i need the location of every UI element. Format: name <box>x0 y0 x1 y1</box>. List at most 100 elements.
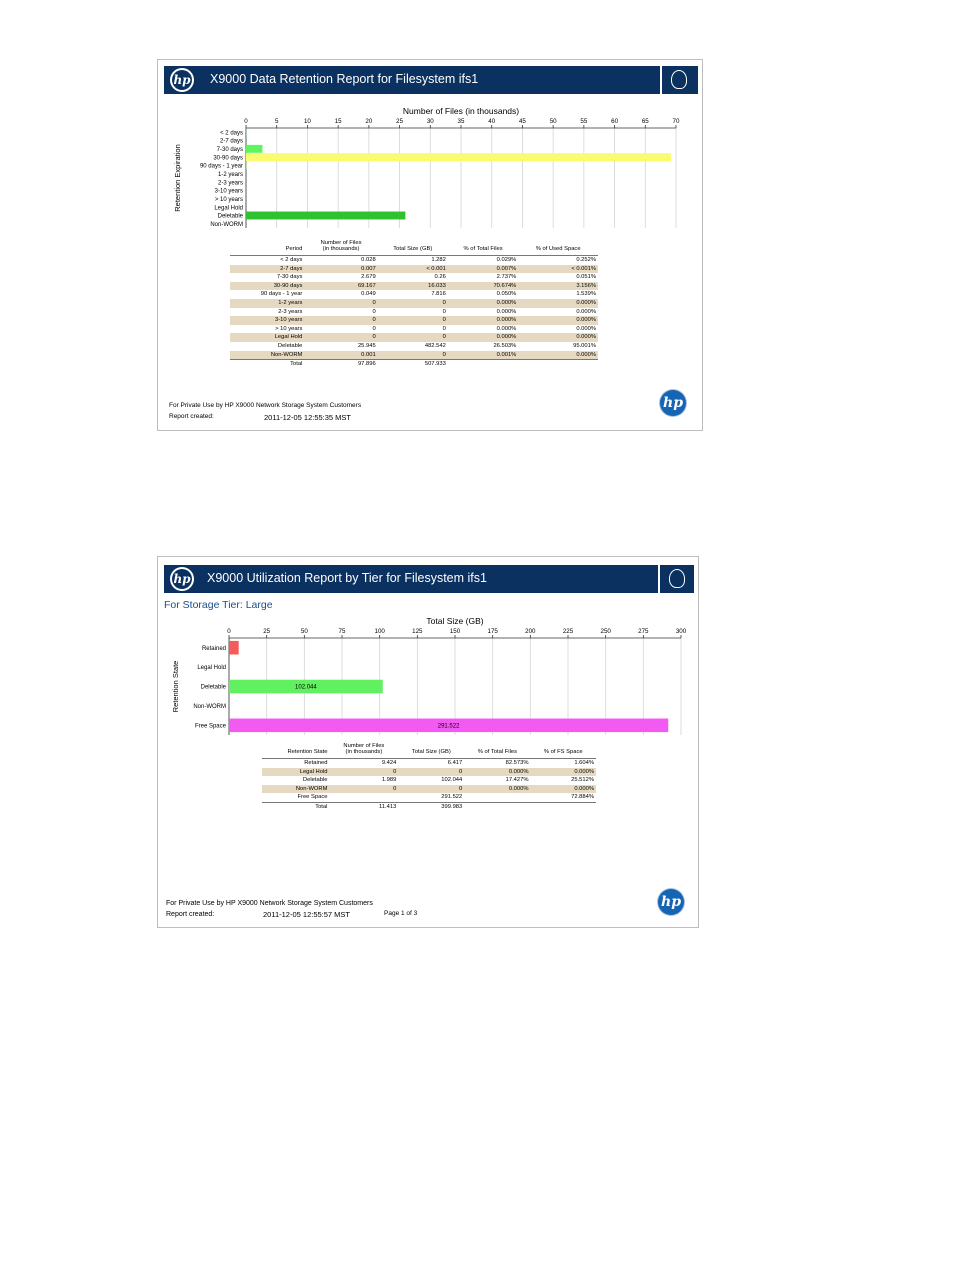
x-tick-label: 5 <box>275 118 279 125</box>
x-tick-label: 50 <box>550 118 557 125</box>
report-created-label: Report created: <box>166 911 215 918</box>
table-cell: 0 <box>372 325 376 332</box>
table-cell: 0.000% <box>518 316 598 325</box>
table-cell: 2.737% <box>496 274 517 281</box>
column-header-of-used-space: % of Used Space <box>518 240 598 256</box>
x-tick-label: 250 <box>601 628 612 635</box>
table-cell: < 0.001% <box>518 264 598 274</box>
y-category-label-3-10-years: 3-10 years <box>215 189 243 195</box>
bar-retained <box>229 640 239 655</box>
x-tick-label: 0 <box>227 628 231 635</box>
table-row: Legal Hold 0 0 0.000% 0.000% <box>262 767 596 777</box>
table-cell: 0.000% <box>464 767 531 777</box>
table-row: 3-10 years 0 0 0.000% 0.000% <box>230 316 598 325</box>
brain-head-icon <box>658 565 696 593</box>
x-tick-label: 100 <box>375 628 386 635</box>
x-tick-label: 175 <box>488 628 499 635</box>
table-header-row: Retention State Number of Files (in thousa… <box>262 743 596 759</box>
table-row: < 2 days 0.028 1.282 0.029% 0.252% <box>230 256 598 265</box>
x-tick-label: 275 <box>638 628 649 635</box>
x-tick-label: 200 <box>525 628 536 635</box>
table-row: 90 days - 1 year 0.049 7.816 0.050% 1.539% <box>230 290 598 299</box>
table-row: Free Space 291.522 72.884% <box>262 793 596 802</box>
table-cell: 69.167 <box>304 281 378 291</box>
table-cell: 0 <box>329 767 399 777</box>
total-cell <box>464 801 531 812</box>
x-tick-label: 300 <box>676 628 687 635</box>
retention-chart: Number of Files (in thousands) Retention … <box>173 106 680 228</box>
report-created-value: 2011-12-05 12:55:35 MST <box>264 413 352 422</box>
column-header-retention-state: Retention State <box>262 743 330 759</box>
period-cell: 2-7 days <box>230 264 305 274</box>
x-tick-label: 55 <box>580 118 587 125</box>
x-axis-title: Number of Files (in thousands) <box>403 106 519 116</box>
x-tick-label: 40 <box>488 118 495 125</box>
total-cell: 11.413 <box>329 801 399 812</box>
utilization-table: Retention State Number of Files (in thousa… <box>262 743 596 812</box>
table-cell: 0.007% <box>447 264 519 274</box>
y-axis-title: Retention Expiration <box>173 144 182 212</box>
table-cell: 72.884% <box>571 794 594 801</box>
y-category-label-legal-hold: Legal Hold <box>197 665 226 671</box>
table-header-row: Period Number of Files (in thousands) Total… <box>230 240 598 256</box>
bar-30-90-days <box>246 153 671 162</box>
y-category-label-1-2-years: 1-2 years <box>218 172 243 178</box>
table-cell: 25.512% <box>571 777 594 784</box>
y-category-label-retained: Retained <box>202 646 226 652</box>
table-cell: 0 <box>304 316 378 325</box>
period-cell: 90 days - 1 year <box>260 291 303 298</box>
table-cell: 0.000% <box>518 298 598 308</box>
table-cell: 0 <box>377 298 448 308</box>
table-cell: 1.604% <box>574 760 594 766</box>
period-cell: > 10 years <box>275 325 303 332</box>
x-tick-label: 20 <box>365 118 372 125</box>
column-header-period: Period <box>230 240 305 256</box>
table-cell: 0.000% <box>576 308 596 315</box>
table-row: 1-2 years 0 0 0.000% 0.000% <box>230 298 598 308</box>
retention-table: Period Number of Files (in thousands) Total… <box>230 240 598 369</box>
y-category-label-deletable: Deletable <box>218 214 244 220</box>
table-cell: 1.989 <box>381 777 397 784</box>
x-tick-label: 65 <box>642 118 649 125</box>
retention-report-banner: hp X9000 Data Retention Report for Files… <box>164 66 698 94</box>
y-category-label-30-90-days: 30-90 days <box>213 155 243 161</box>
table-row: 2-3 years 0 0 0.000% 0.000% <box>230 308 598 317</box>
table-cell <box>464 793 530 802</box>
x-tick-label: 60 <box>611 118 618 125</box>
table-cell: 17.427% <box>505 777 529 784</box>
table-cell: 0 <box>304 333 378 342</box>
total-cell <box>518 359 598 369</box>
table-cell: 1.539% <box>576 291 596 298</box>
x-tick-label: 30 <box>427 118 434 125</box>
column-header-total-size-gb: Total Size (GB) <box>377 240 448 256</box>
table-total-row: Total 97.896 507.933 <box>230 359 598 369</box>
table-cell: 1.282 <box>431 257 446 263</box>
total-cell: 507.933 <box>377 359 448 369</box>
table-cell: 0 <box>377 333 448 342</box>
table-total-row: Total 11.413 399.983 <box>262 801 596 812</box>
x-axis-title: Total Size (GB) <box>426 616 483 626</box>
total-label: Total <box>230 359 305 369</box>
y-category-label-90-days-1-year: 90 days - 1 year <box>200 164 243 170</box>
table-cell: 0.252% <box>576 257 596 263</box>
bar-deletable <box>246 211 406 220</box>
column-header-number-of-files: Number of Files (in thousands) <box>329 743 399 759</box>
data-label-free-space: 291.522 <box>438 723 460 729</box>
retention-report-title: X9000 Data Retention Report for Filesyst… <box>210 72 479 86</box>
utilization-chart: Total Size (GB) Retention State 0 25 50 75 100… <box>171 616 687 735</box>
table-cell: 2.679 <box>361 274 376 281</box>
x-tick-label: 75 <box>339 628 346 635</box>
table-cell: 82.573% <box>505 760 529 766</box>
table-cell: 26.503% <box>493 342 517 349</box>
total-cell <box>447 359 519 369</box>
retention-state-cell: Non-WORM <box>262 784 330 794</box>
table-cell: 7.816 <box>431 291 446 298</box>
total-label: Total <box>262 801 330 812</box>
table-row: 7-30 days 2.679 0.26 2.737% 0.051% <box>230 273 598 282</box>
table-cell: 0.000% <box>496 308 517 315</box>
table-cell: 0.029% <box>496 257 517 263</box>
table-cell: 0.000% <box>518 350 598 360</box>
retention-state-cell: Free Space <box>297 794 328 801</box>
table-cell: 6.417 <box>447 760 463 766</box>
x-tick-label: 0 <box>244 118 248 125</box>
